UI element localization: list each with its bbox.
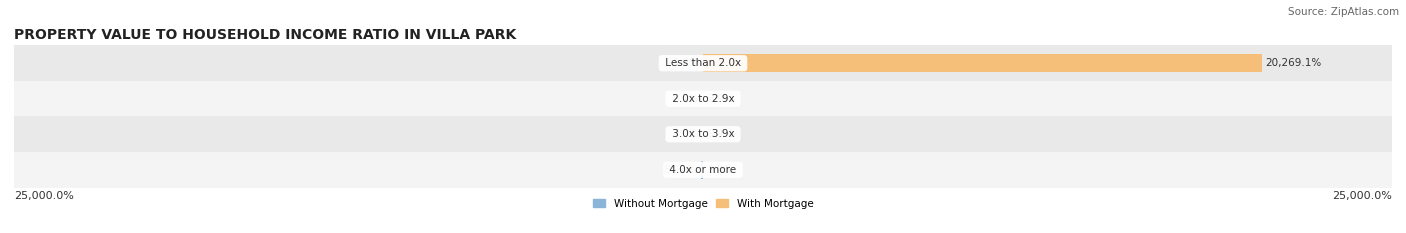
Text: 20,269.1%: 20,269.1%: [1265, 58, 1322, 68]
Text: 81.3%: 81.3%: [664, 165, 696, 175]
Bar: [14, 81, 1392, 116]
Text: 2.0x to 2.9x: 2.0x to 2.9x: [669, 94, 737, 104]
Text: 9.4%: 9.4%: [707, 129, 734, 139]
Bar: [14, 45, 1392, 81]
Text: 3.0x to 3.9x: 3.0x to 3.9x: [669, 129, 737, 139]
Text: Less than 2.0x: Less than 2.0x: [662, 58, 744, 68]
Text: Source: ZipAtlas.com: Source: ZipAtlas.com: [1288, 7, 1399, 17]
Text: 7.9%: 7.9%: [672, 129, 699, 139]
Bar: [14, 116, 1392, 152]
Text: 5.2%: 5.2%: [672, 58, 699, 68]
Text: 9.9%: 9.9%: [707, 165, 734, 175]
Bar: [703, 54, 1261, 72]
Text: 5.7%: 5.7%: [672, 94, 699, 104]
Text: 4.0x or more: 4.0x or more: [666, 165, 740, 175]
Text: 25,000.0%: 25,000.0%: [14, 191, 75, 201]
Bar: [14, 152, 1392, 188]
Text: PROPERTY VALUE TO HOUSEHOLD INCOME RATIO IN VILLA PARK: PROPERTY VALUE TO HOUSEHOLD INCOME RATIO…: [14, 28, 516, 42]
Bar: [700, 161, 703, 179]
Text: 3.9%: 3.9%: [707, 94, 734, 104]
Text: 25,000.0%: 25,000.0%: [1331, 191, 1392, 201]
Legend: Without Mortgage, With Mortgage: Without Mortgage, With Mortgage: [589, 194, 817, 213]
